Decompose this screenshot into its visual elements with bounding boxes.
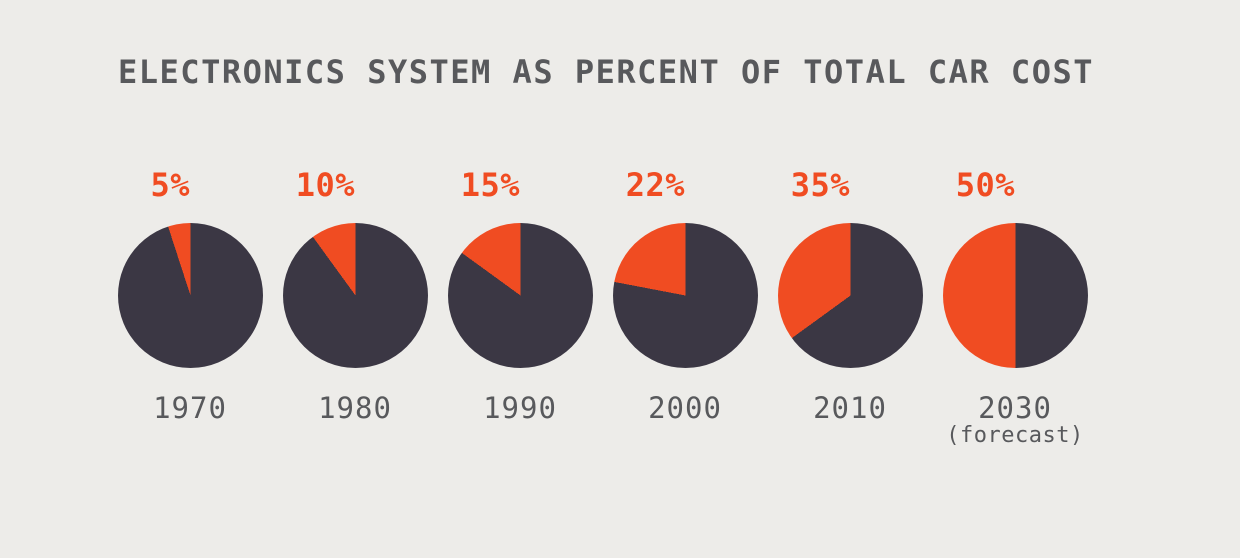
chart-title: ELECTRONICS SYSTEM AS PERCENT OF TOTAL C… — [118, 53, 1094, 91]
percent-label-2010: 35% — [790, 166, 850, 204]
year-label-2000: 2000 — [648, 391, 722, 425]
pie-chart-2000 — [612, 223, 758, 368]
year-label-2010: 2010 — [813, 391, 887, 425]
year-label-1980: 1980 — [318, 391, 392, 425]
pie-group-2010: 35% 2010 — [777, 168, 923, 449]
pie-chart-1990 — [447, 223, 593, 368]
pie-chart-2010 — [777, 223, 923, 368]
pie-chart-row: 5% 1970 10% 1980 15% 1990 22% 2000 35% — [117, 168, 1240, 449]
percent-label-1980: 10% — [295, 166, 355, 204]
pie-chart-1980 — [282, 223, 428, 368]
percent-label-1990: 15% — [460, 166, 520, 204]
forecast-note: (forecast) — [946, 423, 1084, 448]
year-label-1990: 1990 — [483, 391, 557, 425]
pie-chart-1970 — [117, 223, 263, 368]
year-label-1970: 1970 — [153, 391, 227, 425]
infographic-canvas: ELECTRONICS SYSTEM AS PERCENT OF TOTAL C… — [0, 54, 1240, 558]
pie-group-2030: 50% 2030 (forecast) — [942, 168, 1088, 449]
percent-label-1970: 5% — [150, 166, 190, 204]
pie-group-1980: 10% 1980 — [282, 168, 428, 449]
pie-group-2000: 22% 2000 — [612, 168, 758, 449]
year-label-2030: 2030 — [978, 391, 1052, 425]
percent-label-2000: 22% — [625, 166, 685, 204]
pie-chart-2030 — [942, 223, 1088, 368]
pie-group-1970: 5% 1970 — [117, 168, 263, 449]
percent-label-2030: 50% — [955, 166, 1015, 204]
pie-group-1990: 15% 1990 — [447, 168, 593, 449]
